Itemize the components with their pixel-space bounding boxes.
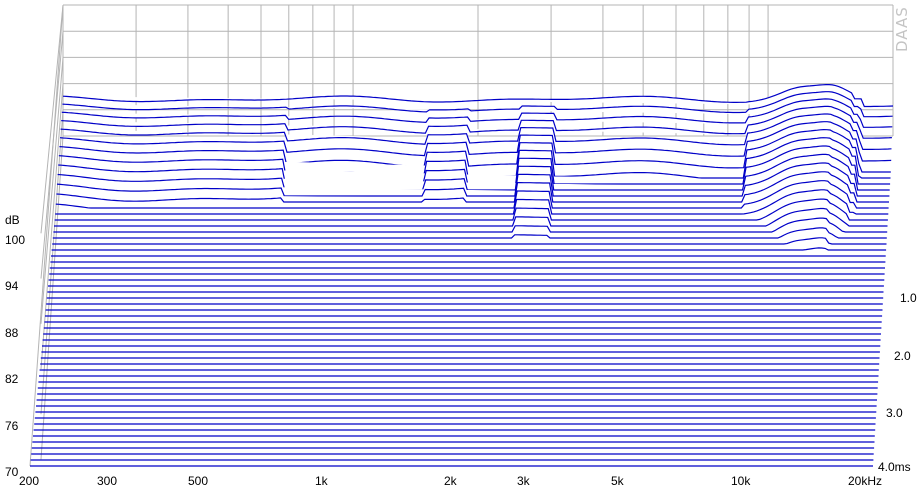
decay-slice	[61, 98, 893, 128]
side-wall-line	[40, 31, 64, 279]
axis-labels: dB 100 94 88 82 76 70 200 300 500 1k 2k …	[5, 213, 917, 488]
decay-slice	[62, 91, 893, 118]
x-tick-300: 300	[97, 474, 117, 488]
y-tick-70: 70	[5, 465, 19, 479]
x-tick-2k: 2k	[444, 474, 458, 488]
decay-slice	[52, 237, 887, 245]
z-tick-2ms: 2.0	[894, 349, 911, 363]
y-axis-unit: dB	[5, 213, 20, 227]
decay-slice	[61, 105, 892, 139]
y-tick-82: 82	[5, 372, 19, 386]
side-wall-line	[40, 57, 64, 324]
slices-group	[30, 83, 894, 467]
x-tick-1k: 1k	[315, 474, 329, 488]
y-tick-76: 76	[5, 419, 19, 433]
z-tick-3ms: 3.0	[886, 406, 903, 420]
x-tick-500: 500	[188, 474, 208, 488]
x-tick-200: 200	[19, 474, 39, 488]
x-tick-3k: 3k	[517, 474, 531, 488]
x-tick-10k: 10k	[731, 474, 751, 488]
decay-slice	[51, 247, 887, 251]
x-tick-20khz: 20kHz	[848, 474, 882, 488]
z-tick-4ms: 4.0ms	[878, 460, 911, 474]
y-tick-100: 100	[5, 233, 25, 247]
side-wall-line	[40, 4, 64, 234]
side-wall-edge	[29, 4, 64, 467]
y-tick-88: 88	[5, 326, 19, 340]
y-tick-94: 94	[5, 279, 19, 293]
brand-watermark: DAAS	[893, 6, 911, 52]
decay-slice	[52, 227, 887, 239]
decay-slice	[56, 162, 890, 197]
decay-slice	[62, 83, 894, 108]
z-tick-1ms: 1.0	[900, 291, 917, 305]
back-grid	[29, 4, 894, 467]
x-tick-5k: 5k	[611, 474, 625, 488]
